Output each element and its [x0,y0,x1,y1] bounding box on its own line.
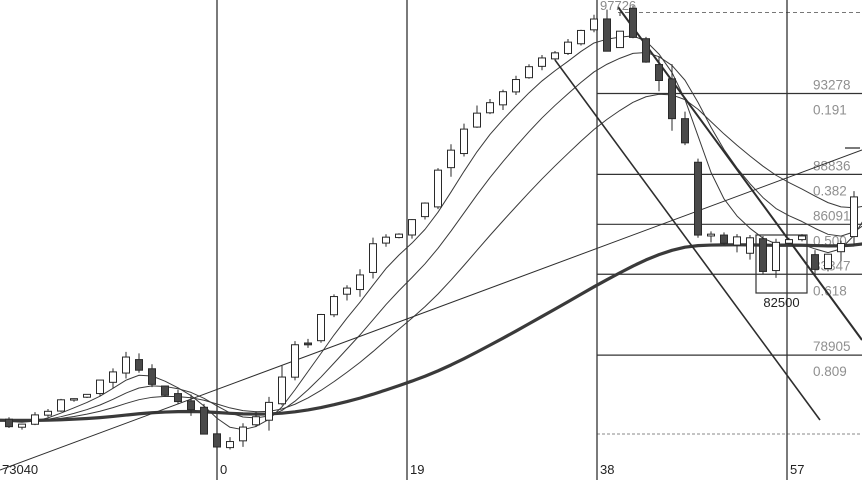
svg-text:19: 19 [410,462,424,477]
svg-text:0.382: 0.382 [813,183,847,198]
svg-text:73040: 73040 [2,462,38,477]
svg-text:38: 38 [600,462,614,477]
svg-text:0: 0 [220,462,227,477]
svg-text:57: 57 [790,462,804,477]
svg-text:78905: 78905 [813,339,851,354]
svg-text:93278: 93278 [813,77,851,92]
svg-text:0.191: 0.191 [813,102,847,117]
svg-text:82500: 82500 [763,295,799,310]
svg-text:0.809: 0.809 [813,364,847,379]
svg-text:86091: 86091 [813,208,851,223]
